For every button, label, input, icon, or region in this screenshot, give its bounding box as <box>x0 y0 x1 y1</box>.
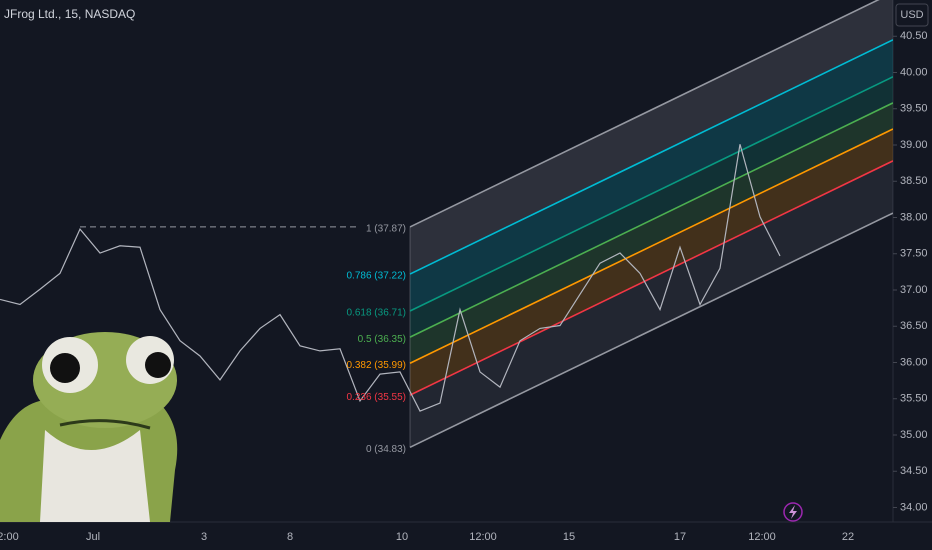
fib-level-line <box>409 128 893 364</box>
fib-level-label: 0 (34.83) <box>366 444 406 455</box>
price-tick-label: 39.00 <box>900 139 928 151</box>
plush-frog <box>0 332 178 522</box>
price-line <box>0 144 781 412</box>
price-tick-label: 34.50 <box>900 465 928 477</box>
price-tick-label: 39.50 <box>900 103 928 115</box>
price-tick-label: 36.00 <box>900 356 928 368</box>
fib-band <box>410 102 893 364</box>
price-tick-label: 35.50 <box>900 393 928 405</box>
price-tick-label: 34.00 <box>900 501 928 513</box>
fib-level-label: 1 (37.87) <box>366 224 406 235</box>
time-label: 12:00 <box>748 531 776 543</box>
price-tick-label: 35.00 <box>900 429 928 441</box>
price-tick-label: 38.00 <box>900 211 928 223</box>
price-tick-label: 37.00 <box>900 284 928 296</box>
time-label: Jul <box>86 531 100 543</box>
price-tick-label: 36.50 <box>900 320 928 332</box>
alert-icon[interactable] <box>783 502 803 522</box>
time-label: 10 <box>396 531 408 543</box>
price-tick-label: 40.50 <box>900 30 928 42</box>
fib-level-line <box>409 76 893 312</box>
currency-button[interactable] <box>895 3 929 27</box>
time-label: 12:00 <box>469 531 497 543</box>
time-label: 3 <box>201 531 207 543</box>
fib-band <box>410 39 893 312</box>
fib-level-line <box>409 39 893 275</box>
price-tick-label: 40.00 <box>900 66 928 78</box>
fib-level-line <box>409 212 893 449</box>
symbol-title: JFrog Ltd., 15, NASDAQ <box>4 7 135 21</box>
fib-level-line <box>409 0 880 228</box>
fib-level-line <box>409 102 893 338</box>
plot-area <box>0 0 893 449</box>
fib-level-label: 0.236 (35.55) <box>347 392 407 403</box>
time-label: 15 <box>563 531 575 543</box>
time-label: 8 <box>287 531 293 543</box>
price-tick-label: 38.50 <box>900 175 928 187</box>
time-label: 2:00 <box>0 531 19 543</box>
price-tick-label: 37.50 <box>900 248 928 260</box>
fib-level-label: 0.382 (35.99) <box>347 360 407 371</box>
fib-band <box>410 76 893 338</box>
fib-level-label: 0.618 (36.71) <box>347 308 407 319</box>
time-label: 22 <box>842 531 854 543</box>
fib-band <box>410 128 893 396</box>
fib-channel <box>409 0 893 449</box>
fib-level-label: 0.5 (36.35) <box>358 334 406 345</box>
fib-band <box>410 160 893 448</box>
fib-band <box>410 0 893 275</box>
alert-bolt <box>789 505 797 519</box>
currency-label: USD <box>900 9 923 21</box>
fib-level-label: 0.786 (37.22) <box>347 271 407 282</box>
fib-level-line <box>409 160 893 396</box>
time-label: 17 <box>674 531 686 543</box>
